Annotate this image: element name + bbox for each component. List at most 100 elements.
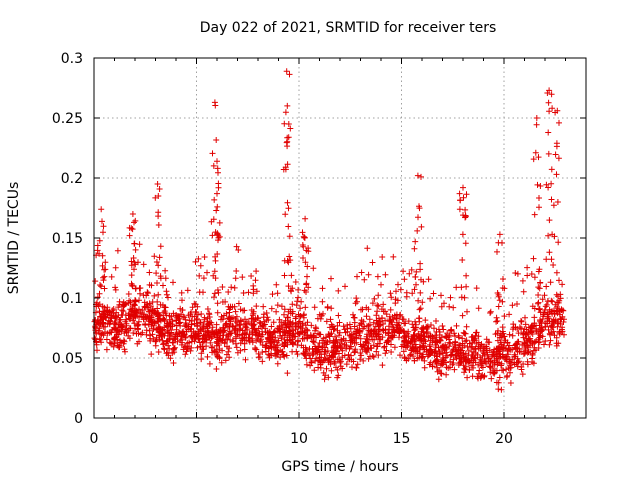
data-point	[451, 366, 458, 373]
data-point	[251, 325, 258, 332]
data-point	[375, 292, 382, 299]
data-point	[391, 312, 398, 319]
data-point	[514, 301, 520, 307]
data-point	[464, 356, 471, 363]
data-point	[111, 326, 118, 332]
data-point	[551, 311, 558, 318]
data-point	[468, 362, 475, 369]
data-point	[162, 310, 169, 317]
data-point	[536, 305, 543, 312]
data-point	[553, 171, 560, 178]
data-point	[303, 280, 310, 287]
data-point	[552, 151, 559, 158]
data-point	[542, 323, 549, 330]
data-point	[427, 351, 434, 357]
data-point	[103, 336, 110, 343]
scatter-points	[91, 68, 567, 393]
data-point	[456, 360, 462, 367]
data-point	[209, 232, 216, 239]
data-point	[131, 266, 137, 273]
data-point	[468, 352, 475, 358]
data-point	[308, 322, 315, 329]
data-point	[274, 347, 281, 354]
data-point	[111, 340, 118, 346]
data-point	[311, 367, 318, 374]
data-point	[99, 218, 105, 225]
data-point	[309, 338, 316, 345]
data-point	[178, 341, 185, 348]
data-point	[317, 315, 324, 322]
data-point	[299, 229, 306, 236]
data-point	[232, 275, 239, 282]
data-point	[96, 335, 103, 342]
data-point	[389, 321, 396, 328]
data-point	[437, 337, 444, 344]
data-point	[403, 289, 410, 296]
data-point	[350, 358, 357, 365]
data-point	[281, 311, 287, 318]
data-point	[309, 351, 316, 358]
data-point	[419, 299, 426, 306]
data-point	[455, 342, 462, 349]
data-point	[310, 339, 317, 346]
data-point	[349, 364, 355, 371]
data-point	[443, 371, 450, 378]
data-point	[165, 294, 171, 301]
data-point	[183, 320, 189, 326]
data-point	[466, 340, 473, 347]
data-point	[215, 289, 222, 296]
data-point	[533, 115, 540, 121]
data-point	[474, 373, 481, 380]
data-point	[400, 316, 407, 323]
data-point	[273, 308, 280, 315]
data-point	[357, 356, 364, 363]
data-point	[300, 344, 307, 351]
data-point	[258, 323, 264, 330]
data-point	[173, 326, 180, 333]
data-point	[297, 305, 304, 312]
data-point	[500, 367, 507, 374]
data-point	[195, 255, 202, 262]
data-point	[118, 339, 125, 346]
data-point	[338, 336, 345, 343]
data-point	[514, 355, 521, 362]
data-point	[145, 321, 152, 328]
data-point	[373, 312, 380, 319]
y-tick-label: 0.2	[61, 171, 83, 187]
y-tick-label: 0.05	[52, 351, 83, 367]
data-point	[550, 262, 557, 268]
data-point	[214, 190, 220, 197]
data-point	[414, 227, 421, 234]
data-point	[467, 359, 473, 366]
data-point	[212, 275, 219, 282]
data-point	[548, 91, 555, 98]
data-point	[286, 330, 293, 337]
data-point	[529, 303, 536, 310]
data-point	[442, 333, 449, 340]
data-point	[509, 346, 516, 353]
data-point	[418, 331, 425, 338]
data-point	[286, 233, 293, 240]
data-point	[265, 316, 272, 323]
data-point	[546, 249, 553, 256]
data-point	[332, 333, 339, 340]
data-point	[126, 232, 133, 239]
data-point	[539, 296, 546, 303]
data-point	[255, 350, 262, 357]
data-point	[216, 219, 223, 226]
data-point	[265, 351, 272, 358]
data-point	[92, 327, 99, 334]
data-point	[289, 340, 296, 347]
data-point	[529, 323, 536, 330]
data-point	[101, 266, 108, 273]
data-point	[347, 325, 354, 332]
data-point	[153, 337, 160, 344]
data-point	[431, 352, 438, 359]
data-point	[385, 338, 392, 345]
data-point	[422, 317, 429, 324]
data-point	[206, 314, 213, 320]
data-point	[303, 289, 309, 295]
data-point	[278, 303, 285, 310]
y-tick-label: 0	[74, 411, 83, 427]
data-point	[285, 121, 292, 127]
